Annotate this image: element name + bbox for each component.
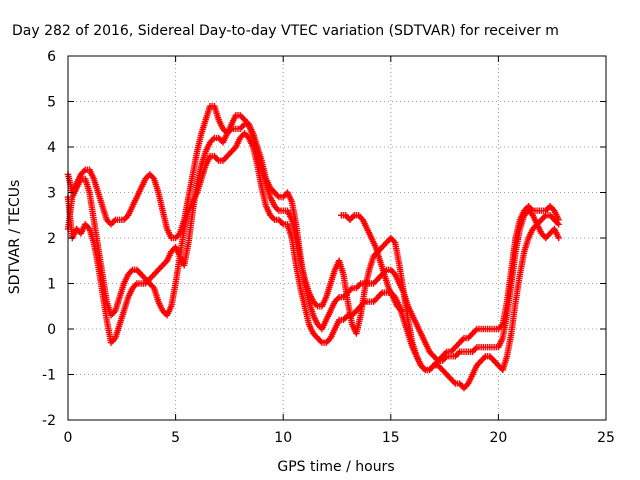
y-tick-label: 0 (47, 322, 56, 338)
data-point (555, 216, 562, 223)
x-tick-labels: 0 5 10 15 20 25 (64, 430, 615, 446)
data-point (398, 307, 405, 314)
y-tick-label: 6 (47, 49, 56, 65)
axis-ticks (67, 55, 607, 421)
y-tick-label: -2 (42, 413, 56, 429)
y-axis-label: SDTVAR / TECUs (7, 180, 23, 295)
x-axis-label: GPS time / hours (277, 459, 394, 475)
y-tick-label: 2 (47, 231, 56, 247)
x-tick-label: 20 (489, 430, 507, 446)
x-tick-label: 15 (382, 430, 400, 446)
y-tick-label: 4 (47, 140, 56, 156)
y-tick-label: 1 (47, 277, 56, 293)
y-tick-label: -1 (42, 368, 56, 384)
x-tick-label: 0 (64, 430, 73, 446)
grid-lines (68, 56, 606, 420)
chart-title: Day 282 of 2016, Sidereal Day-to-day VTE… (12, 23, 559, 39)
x-tick-label: 5 (171, 430, 180, 446)
y-tick-labels: -2 -1 0 1 2 3 4 5 6 (42, 49, 56, 429)
x-tick-label: 25 (597, 430, 615, 446)
data-points (64, 102, 562, 392)
y-tick-label: 3 (47, 186, 56, 202)
y-tick-label: 5 (47, 95, 56, 111)
x-tick-label: 10 (274, 430, 292, 446)
data-point (555, 234, 562, 242)
